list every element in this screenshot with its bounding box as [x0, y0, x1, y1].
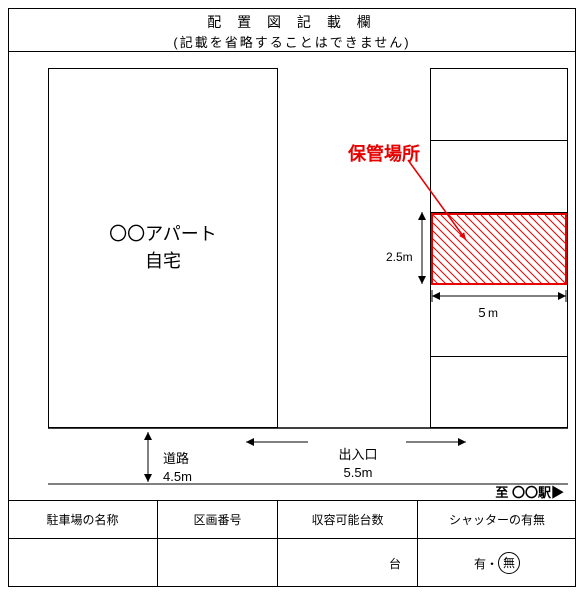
- header-subtitle: (記載を省略することはできません): [8, 32, 576, 51]
- header: 配 置 図 記 載 欄 (記載を省略することはできません): [8, 8, 576, 52]
- building-label-line2: 自宅: [145, 251, 181, 271]
- table-cell-section: [158, 539, 278, 587]
- shutter-yes: 有: [474, 555, 486, 572]
- parking-slot: [431, 213, 567, 285]
- parking-slot: [431, 357, 567, 429]
- parking-slot: [431, 69, 567, 141]
- info-table: 駐車場の名称区画番号収容可能台数シャッターの有無台有 ・ 無: [8, 500, 576, 587]
- table-cell-capacity: 台: [278, 539, 418, 587]
- parking-column: [430, 68, 568, 428]
- table-header: 駐車場の名称: [8, 501, 158, 538]
- station-direction: 至 〇〇駅▶: [495, 482, 564, 501]
- table-cell-name: [8, 539, 158, 587]
- shutter-no: 無: [498, 552, 520, 574]
- table-header: 収容可能台数: [278, 501, 418, 538]
- road-label-text: 道路: [163, 451, 189, 466]
- dim-slot-height: 2.5m: [386, 250, 413, 264]
- dim-slot-width: ５m: [476, 304, 498, 321]
- parking-slot: [431, 285, 567, 357]
- storage-label: 保管場所: [348, 140, 420, 166]
- header-title: 配 置 図 記 載 欄: [8, 12, 576, 32]
- table-cell-shutter: 有 ・ 無: [418, 539, 576, 587]
- road-width-value: 4.5m: [163, 469, 192, 484]
- entrance-width-value: 5.5m: [344, 465, 373, 480]
- entrance-label: 出入口 5.5m: [318, 446, 398, 482]
- table-header: シャッターの有無: [418, 501, 576, 538]
- shutter-sep: ・: [486, 555, 498, 572]
- layout-diagram: 〇〇アパート 自宅 保管場所 2.5m ５m 道路 4.5m 出入口 5.5m …: [8, 52, 576, 500]
- building-box: 〇〇アパート 自宅: [48, 68, 278, 428]
- entrance-label-text: 出入口: [338, 447, 377, 462]
- building-label: 〇〇アパート 自宅: [109, 221, 217, 275]
- parking-slot: [431, 141, 567, 213]
- building-label-line1: 〇〇アパート: [109, 224, 217, 244]
- road-label: 道路 4.5m: [163, 450, 192, 486]
- table-header: 区画番号: [158, 501, 278, 538]
